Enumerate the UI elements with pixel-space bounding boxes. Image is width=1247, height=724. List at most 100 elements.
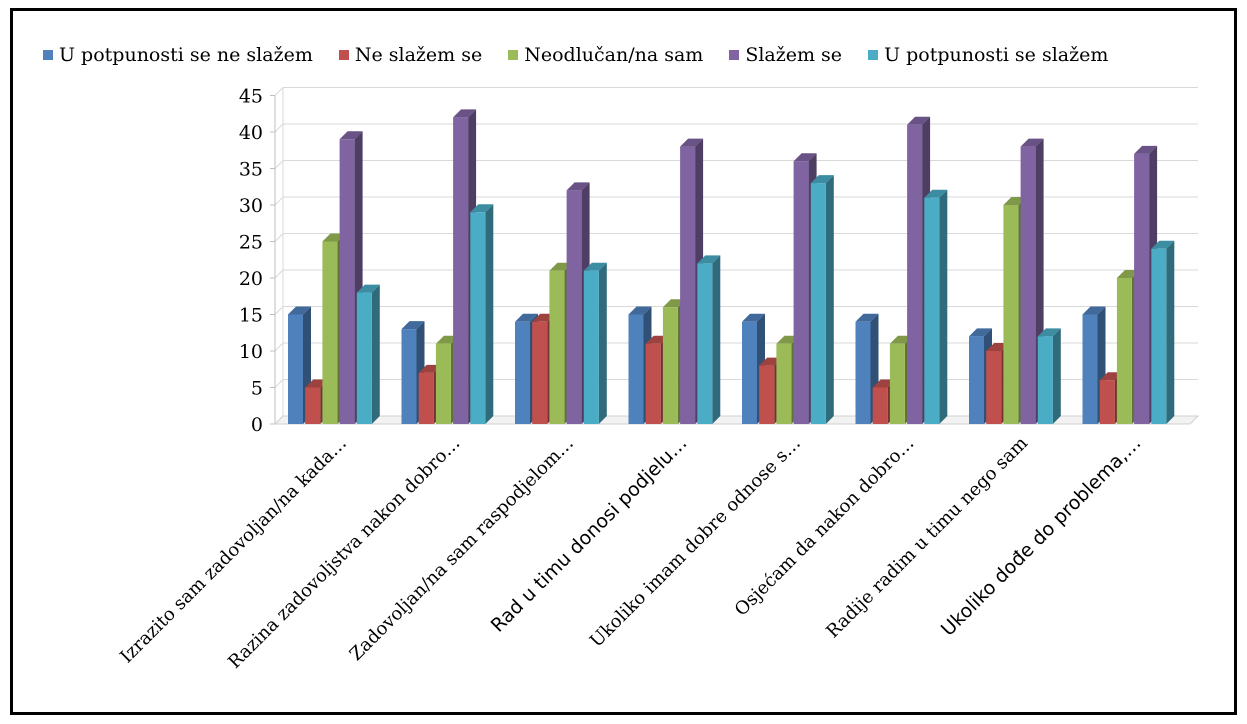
bar-side-6-4 [1052,328,1061,424]
bar-front-3-4 [697,263,713,424]
bar-top-0-3 [339,131,363,140]
x-category-label-7: Ukoliko dođe do problema,… [937,432,1146,641]
bar-front-1-2 [435,343,451,424]
legend-label-2: Neodlučan/na sam [524,44,704,66]
legend-item-1: Ne slažem se [338,44,483,66]
bar-side-5-4 [939,189,948,424]
bar-side-4-4 [825,175,834,424]
x-axis-labels: Izrazito sam zadovoljan/na kada…Razina z… [116,432,1145,673]
gridline-6 [274,196,1198,206]
bar-top-6-3 [1020,138,1044,147]
bar-side-1-4 [485,204,494,424]
legend-label-1: Ne slažem se [354,44,483,66]
y-tick-label-6: 30 [239,195,263,217]
bar-front-1-4 [470,212,486,424]
bar-front-3-1 [645,343,661,424]
legend-swatch-4 [868,50,879,60]
y-tick-label-8: 40 [239,122,263,144]
bar-front-6-4 [1037,336,1053,424]
bars [288,109,1175,425]
bar-front-2-1 [532,321,548,424]
bar-top-5-0 [855,313,879,322]
chart-frame: U potpunosti se ne slažem Ne slažem se N… [10,8,1237,715]
x-category-label-0: Izrazito sam zadovoljan/na kada… [116,433,351,668]
bar-top-2-4 [583,262,607,271]
bar-1-4 [470,204,494,424]
bar-top-5-4 [924,189,948,198]
bar-top-7-3 [1134,145,1158,154]
bar-top-7-4 [1151,240,1175,249]
bar-front-4-0 [742,321,757,424]
bar-side-7-4 [1166,240,1175,424]
gridline-9 [274,87,1198,96]
legend-swatch-2 [508,50,519,60]
bar-front-6-0 [969,336,984,424]
y-tick-label-4: 20 [239,268,263,290]
bar-top-4-3 [793,153,817,162]
x-category-label-5: Osjećam da nakon dobro… [731,433,919,621]
gridline-5 [274,233,1198,242]
bar-front-0-1 [305,387,321,424]
legend-label-4: U potpunosti se slažem [884,44,1109,66]
y-tick-label-0: 0 [251,414,263,436]
bar-top-7-0 [1082,306,1106,315]
y-tick-label-5: 25 [239,232,263,254]
bar-front-6-3 [1020,146,1036,424]
bar-front-0-4 [356,292,372,424]
bar-front-3-3 [680,146,696,424]
legend: U potpunosti se ne slažem Ne slažem se N… [43,43,1108,67]
bar-top-2-0 [515,313,538,322]
legend-swatch-1 [338,50,349,60]
bar-top-6-0 [969,328,992,337]
bar-front-7-0 [1082,314,1098,424]
legend-swatch-3 [729,50,740,60]
bar-front-2-2 [549,270,565,424]
y-tick-label-1: 5 [251,378,263,400]
gridline-7 [274,160,1198,169]
gridline-3 [274,306,1198,315]
bar-2-4 [583,262,607,424]
x-category-label-1: Razina zadovoljstva nakon dobro… [224,433,464,673]
bar-front-1-3 [453,117,469,425]
bar-top-0-4 [356,284,380,293]
gridline-4 [274,269,1198,279]
bar-top-6-4 [1037,328,1061,337]
x-category-label-2: Zadovoljan/na sam raspodjelom… [346,433,578,665]
y-tick-label-3: 15 [239,305,263,327]
bar-front-7-2 [1116,278,1132,424]
bar-top-0-0 [288,306,311,315]
y-tick-label-7: 35 [239,159,263,181]
bar-front-0-0 [288,314,303,424]
bar-side-0-4 [371,284,380,424]
bar-front-5-4 [924,197,940,424]
bar-side-2-4 [598,262,607,424]
bar-5-4 [924,189,948,424]
bar-4-4 [810,175,834,424]
legend-swatch-0 [43,50,53,60]
bar-0-4 [356,284,380,424]
bar-front-4-3 [793,161,809,424]
bar-chart: 0 5 10 15 20 25 30 35 40 45 Izrazito sam zadovolj… [116,86,1200,673]
bar-6-4 [1037,328,1061,424]
bar-front-4-2 [776,343,792,424]
bar-side-3-4 [712,255,721,424]
bar-front-6-1 [986,351,1002,424]
legend-item-3: Slažem se [729,44,842,66]
bar-top-1-3 [453,109,477,118]
bar-top-3-4 [697,255,721,264]
bar-7-4 [1151,240,1175,424]
y-tick-label-9: 45 [239,86,263,108]
bar-front-5-2 [889,343,905,424]
x-category-label-6: Radije radim u timu nego sam [822,433,1032,643]
bar-front-2-3 [566,190,582,424]
bar-front-7-1 [1099,380,1115,424]
bar-top-3-0 [628,306,652,315]
bar-front-7-3 [1134,153,1150,424]
bar-front-1-1 [418,372,434,424]
bar-front-5-3 [907,124,923,424]
bar-front-3-2 [662,307,678,424]
bar-front-5-0 [855,321,871,424]
bar-front-0-2 [322,241,338,424]
bar-front-7-4 [1151,248,1167,424]
bar-top-2-3 [566,182,590,191]
